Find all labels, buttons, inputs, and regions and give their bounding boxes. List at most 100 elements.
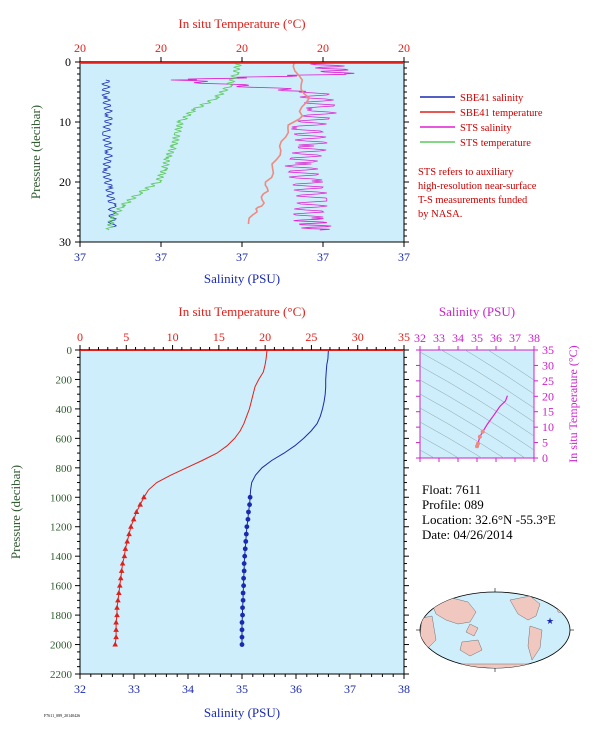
salinity-tick-label: 37 bbox=[344, 682, 356, 696]
density-contour bbox=[420, 421, 483, 458]
ts-salinity-tick-label: 38 bbox=[528, 331, 540, 345]
salinity-marker bbox=[239, 620, 245, 625]
temperature-marker bbox=[118, 567, 125, 573]
land-southeast-asia bbox=[465, 623, 479, 637]
main-chart: 0200400600800100012001400160018002000220… bbox=[8, 304, 410, 720]
salinity-profile-line-1 bbox=[249, 349, 329, 498]
salinity-marker bbox=[240, 590, 246, 596]
salinity-marker bbox=[239, 634, 245, 640]
salinity-tick-label: 35 bbox=[236, 682, 248, 696]
pressure-tick-label: 1800 bbox=[50, 610, 73, 622]
land-australia bbox=[459, 639, 483, 657]
pressure-tick-label: 0 bbox=[67, 345, 73, 357]
temperature-marker bbox=[121, 553, 128, 559]
sts-note-line-1: STS refers to auxiliary bbox=[418, 167, 514, 178]
ts-marker bbox=[480, 429, 485, 434]
float-location-star-icon: ★ bbox=[546, 616, 554, 626]
density-contour bbox=[420, 379, 534, 451]
ts-curve bbox=[476, 395, 508, 447]
salinity-marker bbox=[241, 561, 247, 566]
temperature-marker bbox=[115, 597, 121, 603]
sbe41-salinity-line bbox=[101, 79, 118, 228]
temperature-profile-line-0 bbox=[143, 349, 268, 498]
top-temp-tick-label: 20 bbox=[74, 41, 86, 55]
sts-temperature-line bbox=[105, 61, 243, 231]
sts-note-line-3: T-S measurements funded bbox=[418, 195, 528, 206]
top-salinity-tick-label: 37 bbox=[155, 250, 167, 264]
temperature-marker bbox=[116, 590, 122, 595]
temperature-marker bbox=[113, 626, 119, 632]
float-info: Float: 7611 Profile: 089 Location: 32.6°… bbox=[422, 482, 556, 542]
sts-note-line-2: high-resolution near-surface bbox=[418, 181, 537, 192]
main-series-group bbox=[112, 349, 329, 647]
temp-tick-label: 5 bbox=[123, 330, 129, 344]
pressure-tick-label: 1200 bbox=[50, 522, 73, 534]
top-pressure-tick-label: 30 bbox=[59, 235, 71, 249]
legend-label-sbe41-temperature: SBE41 temperature bbox=[460, 108, 543, 119]
density-contour bbox=[420, 365, 534, 437]
ts-series-group bbox=[475, 395, 508, 449]
salinity-marker bbox=[243, 531, 249, 537]
land-asia bbox=[431, 597, 477, 625]
salinity-marker bbox=[242, 546, 248, 552]
ts-salinity-tick-label: 35 bbox=[471, 331, 483, 345]
legend-label-sts-temperature: STS temperature bbox=[460, 138, 531, 149]
main-chart-temp-axis-label: In situ Temperature (°C) bbox=[178, 304, 305, 319]
ts-chart-salinity-axis-label: Salinity (PSU) bbox=[439, 304, 515, 319]
ts-temp-tick-label: 20 bbox=[542, 389, 554, 403]
temperature-marker bbox=[124, 538, 131, 544]
salinity-marker bbox=[240, 597, 246, 603]
pressure-tick-label: 1600 bbox=[50, 581, 73, 593]
ts-plot-area bbox=[419, 349, 535, 459]
salinity-marker bbox=[241, 568, 247, 574]
top-temp-tick-label: 20 bbox=[155, 41, 167, 55]
salinity-marker bbox=[245, 516, 251, 522]
salinity-marker bbox=[241, 583, 247, 589]
temp-tick-label: 35 bbox=[398, 330, 410, 344]
ts-temp-tick-label: 5 bbox=[542, 436, 548, 450]
salinity-marker bbox=[244, 524, 250, 530]
density-contour bbox=[440, 350, 534, 409]
world-map: ★ bbox=[416, 588, 574, 672]
pressure-tick-label: 800 bbox=[56, 463, 73, 475]
salinity-marker bbox=[239, 642, 245, 647]
land-africa bbox=[420, 615, 437, 649]
salinity-marker bbox=[240, 612, 245, 618]
ts-temp-tick-label: 15 bbox=[542, 405, 554, 419]
ts-temp-tick-label: 25 bbox=[542, 374, 554, 388]
ts-salinity-tick-label: 33 bbox=[433, 331, 445, 345]
top-salinity-tick-label: 37 bbox=[236, 250, 248, 264]
pressure-tick-label: 400 bbox=[56, 404, 73, 416]
top-pressure-tick-label: 20 bbox=[59, 175, 71, 189]
temp-tick-label: 30 bbox=[352, 330, 364, 344]
ts-temp-tick-label: 35 bbox=[542, 343, 554, 357]
temperature-marker bbox=[117, 575, 124, 581]
top-pressure-tick-label: 0 bbox=[65, 55, 71, 69]
ts-density-contours bbox=[420, 350, 534, 458]
land-europe bbox=[555, 599, 570, 615]
temperature-marker bbox=[128, 523, 134, 529]
temp-tick-label: 20 bbox=[259, 330, 271, 344]
temperature-marker bbox=[119, 560, 126, 566]
top-temp-tick-label: 20 bbox=[317, 41, 329, 55]
legend-label-sts-salinity: STS salinity bbox=[460, 123, 512, 134]
ts-salinity-tick-label: 37 bbox=[509, 331, 521, 345]
temperature-marker bbox=[130, 516, 137, 522]
temperature-marker bbox=[113, 634, 119, 640]
salinity-tick-label: 33 bbox=[128, 682, 140, 696]
salinity-marker bbox=[241, 575, 247, 581]
density-contour bbox=[420, 449, 435, 458]
top-salinity-tick-label: 37 bbox=[74, 250, 86, 264]
temp-tick-label: 25 bbox=[305, 330, 317, 344]
date: Date: 04/26/2014 bbox=[422, 527, 513, 542]
density-contour bbox=[420, 393, 526, 458]
temperature-marker bbox=[133, 509, 140, 514]
temperature-marker bbox=[141, 494, 147, 500]
ts-marker bbox=[477, 434, 482, 439]
sts-salinity-line bbox=[170, 61, 355, 231]
ts-salinity-tick-label: 34 bbox=[452, 331, 464, 345]
footer-id: F7611_089_20140426 bbox=[44, 713, 80, 718]
top-plot-area bbox=[79, 61, 405, 243]
